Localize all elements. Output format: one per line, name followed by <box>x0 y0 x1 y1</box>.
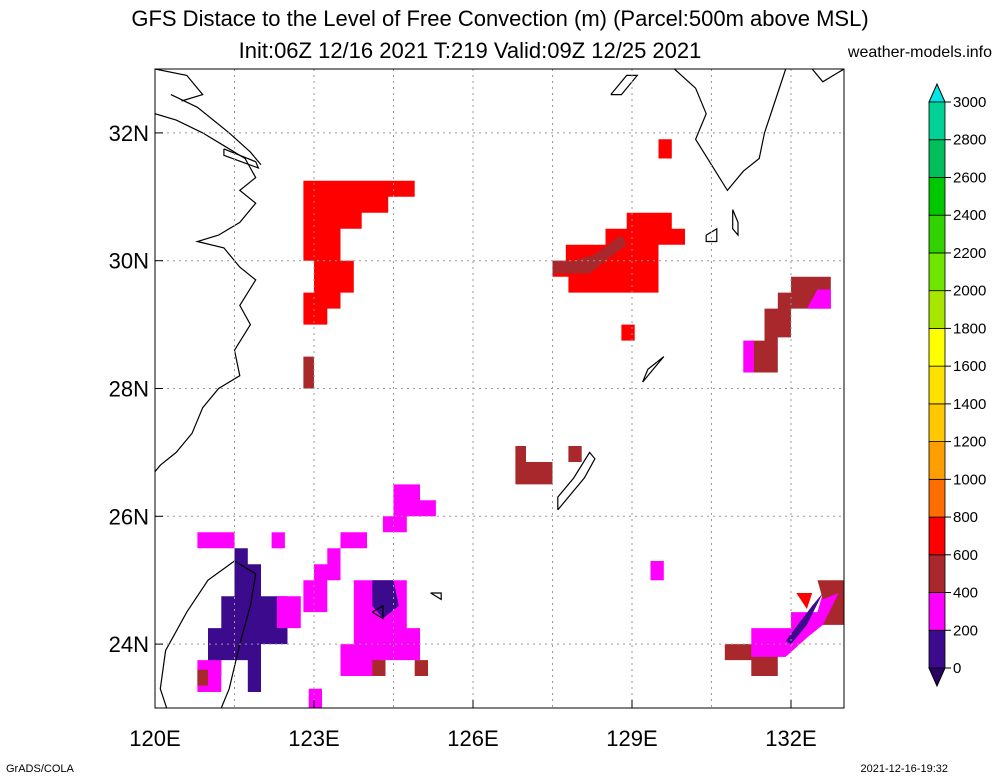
colorbar-swatch <box>928 516 946 556</box>
brown-area-28n <box>303 356 314 389</box>
axes: 120E 123E 126E 129E 132E 24N 26N 28N 30N 32N <box>109 121 817 751</box>
colorbar-label: 200 <box>953 622 978 639</box>
magenta-taiwan-east <box>276 596 301 629</box>
colorbar-label: 3000 <box>953 94 986 111</box>
red-area-east <box>552 212 685 293</box>
red-dot-32n <box>658 139 672 159</box>
x-tick-label: 123E <box>288 726 339 751</box>
software-credit: GrADS/COLA <box>6 763 74 775</box>
magenta-center-south <box>340 580 420 676</box>
magenta-dot-28n <box>743 340 754 373</box>
okinawa <box>557 451 596 511</box>
taiwan <box>159 560 257 708</box>
lat-lon-grid <box>155 69 844 708</box>
amami <box>642 356 665 383</box>
magenta-dot-west <box>271 532 285 549</box>
x-tick-label: 132E <box>765 726 816 751</box>
y-tick-label: 26N <box>109 504 149 529</box>
china-coast <box>155 113 257 472</box>
magenta-south-edge <box>308 688 322 708</box>
brown-center-south2 <box>414 660 428 676</box>
shikoku <box>811 69 844 83</box>
goto-islands <box>610 74 639 96</box>
miyako <box>430 592 442 601</box>
colorbar-label: 400 <box>953 585 978 602</box>
y-tick-label: 24N <box>109 632 149 657</box>
colorbar-label: 2000 <box>953 283 986 300</box>
colorbar-label: 800 <box>953 509 978 526</box>
shandong-north <box>155 69 204 102</box>
colorbar-swatch <box>928 554 946 593</box>
magenta-west <box>197 532 235 549</box>
colorbar-swatch <box>928 327 946 367</box>
colorbar-label: 2600 <box>953 169 986 186</box>
brown-taiwan-sw <box>197 669 208 686</box>
y-tick-label: 30N <box>109 249 149 274</box>
colorbar-label: 2800 <box>953 132 986 149</box>
purple-center-south <box>372 580 399 619</box>
colorbar: 0 200 400 600 800 1000 1200 1400 1600 1800 2000 220… <box>928 82 986 688</box>
colorbar-swatch <box>928 592 946 631</box>
map-subtitle: Init:06Z 12/16 2021 T:219 Valid:09Z 12/2… <box>238 38 702 63</box>
colorbar-swatch <box>928 478 946 518</box>
brown-area-ne <box>751 276 831 373</box>
colorbar-label: 1400 <box>953 396 986 413</box>
colorbar-swatch <box>928 214 946 254</box>
colorbar-label: 600 <box>953 547 978 564</box>
x-tick-label: 126E <box>447 726 498 751</box>
purple-taiwan <box>208 548 288 692</box>
colorbar-swatch <box>928 101 946 141</box>
chongming-island <box>223 148 260 170</box>
colorbar-label: 1000 <box>953 471 986 488</box>
y-tick-label: 28N <box>109 377 149 402</box>
red-area-west <box>303 180 415 325</box>
red-se-corner <box>796 593 813 609</box>
colorbar-swatch <box>928 629 946 669</box>
colorbar-swatch <box>928 403 946 443</box>
colorbar-label: 0 <box>953 660 961 677</box>
y-tick-label: 32N <box>109 121 149 146</box>
yangtze-estuary <box>170 94 262 166</box>
source-site: weather-models.info <box>847 44 992 61</box>
colorbar-label: 2400 <box>953 207 986 224</box>
colorbar-label: 1600 <box>953 358 986 375</box>
tanegashima <box>732 209 739 237</box>
brown-se-corner <box>817 580 844 625</box>
colorbar-swatch <box>928 441 946 480</box>
brown-dot-27n <box>568 446 582 462</box>
coastlines <box>155 69 844 708</box>
colorbar-swatch <box>928 139 946 178</box>
x-tick-label: 129E <box>606 726 657 751</box>
magenta-ne-corner <box>806 289 831 309</box>
colorbar-swatch <box>928 290 946 329</box>
brown-streak-east <box>552 235 627 274</box>
convection-field <box>197 139 844 708</box>
kyushu <box>673 69 787 192</box>
timestamp: 2021-12-16-19:32 <box>860 763 948 775</box>
colorbar-under-arrow <box>928 667 946 688</box>
colorbar-swatch <box>928 177 946 216</box>
magenta-se-band <box>751 580 839 657</box>
colorbar-swatch <box>928 365 946 405</box>
colorbar-swatch <box>928 252 946 292</box>
yakushima <box>705 227 718 243</box>
sakishima <box>371 604 384 620</box>
x-tick-label: 120E <box>129 726 180 751</box>
colorbar-label: 2200 <box>953 245 986 262</box>
magenta-dot-129e <box>650 561 664 581</box>
brown-area-27n <box>515 446 553 485</box>
map-title: GFS Distace to the Level of Free Convect… <box>131 6 869 31</box>
colorbar-over-arrow <box>928 82 946 103</box>
purple-se-band <box>785 593 823 645</box>
colorbar-label: 1200 <box>953 434 986 451</box>
colorbar-label: 1800 <box>953 320 986 337</box>
brown-center-south <box>372 660 386 676</box>
red-dot-29n <box>621 324 635 341</box>
